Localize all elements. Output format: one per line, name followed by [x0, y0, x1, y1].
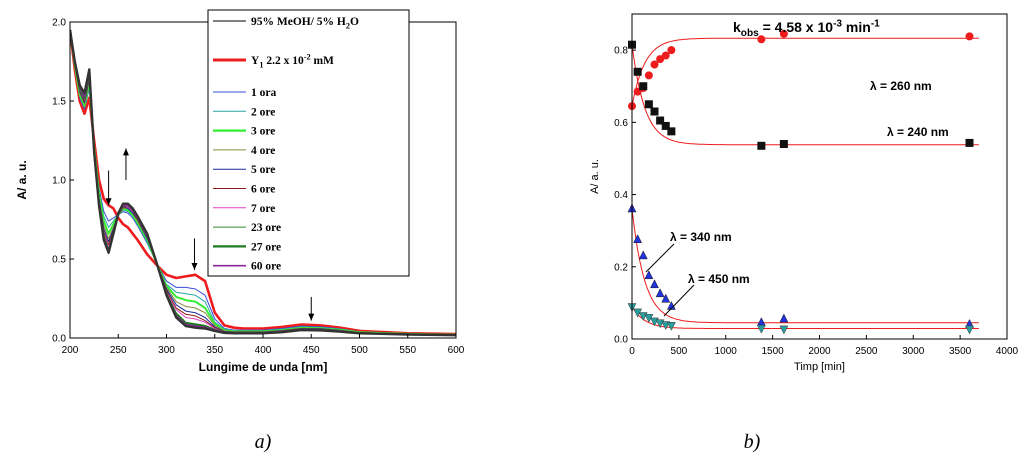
x-tick-label: 0	[629, 346, 635, 357]
legend-label: 23 ore	[251, 222, 281, 234]
x-tick-label: 600	[448, 345, 465, 356]
y-tick-label: 0.6	[614, 118, 628, 129]
legend-label: 4 ore	[251, 145, 275, 157]
change-arrowhead	[105, 198, 112, 206]
data-point-circle	[650, 60, 659, 69]
series-label: λ = 260 nm	[870, 79, 932, 93]
data-point-triangle-up	[655, 288, 665, 298]
data-point-triangle-up	[644, 270, 654, 280]
x-tick-label: 2000	[808, 346, 831, 357]
y-axis-label: A/ a. u.	[589, 159, 601, 194]
spectra-lines	[70, 29, 456, 337]
leader-line	[645, 243, 675, 273]
data-point-circle	[757, 35, 766, 44]
data-point-square	[667, 127, 676, 136]
x-tick-label: 1000	[715, 346, 738, 357]
y-tick-label: 0.2	[614, 262, 628, 273]
panel-label: b)	[744, 431, 761, 452]
data-point-triangle-up	[661, 293, 671, 303]
y-tick-label: 1.0	[52, 176, 66, 187]
data-point-square	[644, 100, 653, 109]
x-tick-label: 3500	[949, 346, 972, 357]
spectrum-line	[70, 29, 456, 336]
y-tick-label: 0.8	[614, 46, 628, 57]
x-tick-label: 3000	[902, 346, 925, 357]
data-point-square	[965, 138, 974, 147]
data-point-triangle-down	[756, 324, 766, 334]
x-axis-label: Lungime de unda [nm]	[199, 360, 328, 374]
data-point-circle	[667, 46, 676, 55]
x-tick-label: 300	[158, 345, 175, 356]
legend-label: 27 ore	[251, 241, 281, 253]
data-point-square	[757, 141, 766, 150]
data-point-triangle-up	[756, 317, 766, 326]
data-point-square	[661, 121, 670, 130]
data-point-triangle-down	[666, 322, 676, 331]
y-tick-label: 1.5	[52, 97, 66, 108]
legend-label: 60 ore	[251, 261, 281, 273]
data-point-triangle-up	[638, 250, 648, 260]
y-tick-label: 0.4	[614, 190, 628, 201]
x-axis-label: Timp [min]	[794, 361, 845, 373]
data-point-square	[639, 82, 648, 91]
x-tick-label: 500	[671, 346, 688, 357]
x-tick-label: 1500	[762, 346, 785, 357]
data-point-square	[779, 140, 788, 148]
spectrum-line	[70, 29, 456, 337]
data-point-square	[650, 107, 659, 116]
data-point-triangle-up	[666, 300, 676, 310]
kobs-annotation: kobs = 4.58 x 10-3 min-1	[733, 19, 880, 40]
data-point-triangle-down	[779, 325, 789, 335]
y-tick-label: 0.0	[52, 334, 66, 345]
spectra-panel: 200 250 300 350 400 450 500 550 600 0.0 0.5 1.0 1.5 2…	[15, 9, 465, 452]
x-tick-label: 2500	[855, 346, 878, 357]
legend-label: Y1 2.2 x 10-2 mM	[251, 53, 334, 70]
change-arrowhead	[122, 148, 129, 156]
legend-label: 95% MeOH/ 5% H2O	[251, 16, 359, 30]
legend-label: 3 ore	[251, 126, 275, 138]
x-tick-label: 350	[206, 345, 223, 356]
legend-label: 2 ore	[251, 106, 275, 118]
x-tick-label: 200	[62, 345, 79, 356]
data-point-circle	[965, 32, 974, 41]
data-point-triangle-up	[650, 279, 659, 289]
change-arrowhead	[308, 313, 315, 321]
change-arrowhead	[191, 263, 198, 271]
fit-curve	[632, 208, 979, 324]
y-axis-label: A/ a. u.	[15, 160, 29, 199]
data-point-triangle-up	[779, 313, 789, 323]
x-tick-label: 400	[255, 345, 272, 356]
x-tick-label: 4000	[996, 346, 1019, 357]
series-label: λ = 450 nm	[688, 272, 750, 286]
legend-label: 1 ora	[251, 87, 276, 99]
x-tick-label: 450	[303, 345, 320, 356]
data-point-triangle-up	[633, 234, 643, 243]
legend-label: 6 ore	[251, 184, 275, 196]
series-label: λ = 240 nm	[887, 125, 949, 139]
data-point-square	[656, 116, 665, 125]
legend-label: 7 ore	[251, 203, 275, 215]
series-label: λ = 340 nm	[670, 230, 732, 244]
y-tick-label: 0.0	[614, 335, 628, 346]
y-tick-label: 0.5	[52, 255, 66, 266]
fit-curve	[632, 37, 979, 107]
legend-box	[207, 9, 410, 277]
fit-curve	[632, 44, 979, 146]
data-point-square	[633, 67, 642, 76]
fit-curves	[632, 37, 979, 329]
y-tick-label: 2.0	[52, 18, 66, 29]
data-point-circle	[779, 29, 788, 38]
kinetics-panel: 0 500 1000 1500 2000 2500 3000 3500 4000 0.0 0.2 0.…	[589, 13, 1019, 452]
leader-line	[663, 284, 695, 317]
legend-label: 5 ore	[251, 164, 275, 176]
x-tick-label: 250	[110, 345, 127, 356]
fit-curve	[632, 306, 979, 329]
x-tick-label: 550	[399, 345, 416, 356]
panel-label: a)	[255, 431, 272, 452]
x-tick-label: 500	[351, 345, 368, 356]
data-point-circle	[661, 51, 670, 60]
data-point-triangle-down	[965, 325, 974, 335]
data-point-circle	[644, 71, 653, 80]
